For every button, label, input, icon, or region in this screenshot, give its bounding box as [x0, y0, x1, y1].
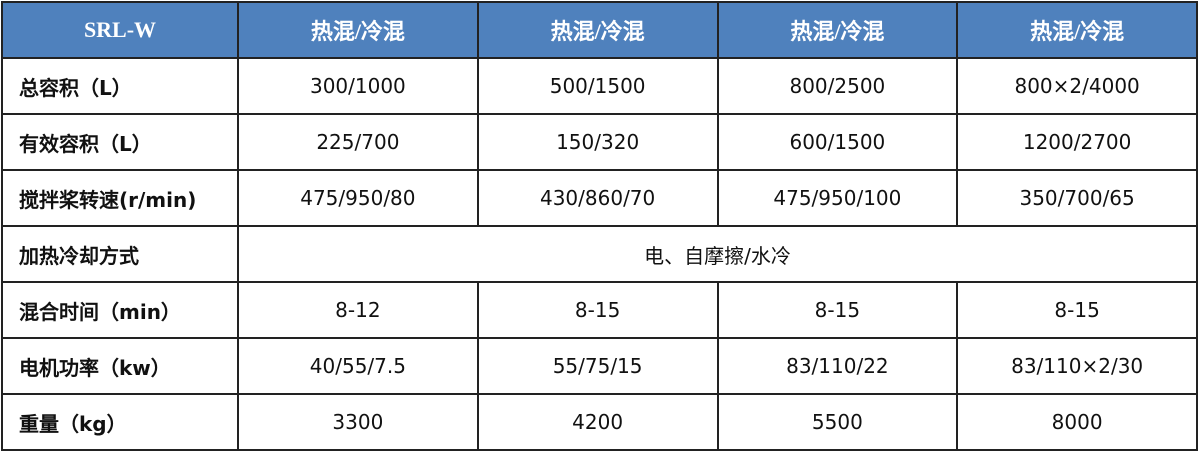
table-row: 总容积（L） 300/1000 500/1500 800/2500 800×2/4000	[1, 57, 1198, 115]
row-label: 电机功率（kw）	[1, 337, 239, 395]
table-cell: 300/1000	[237, 57, 479, 115]
table-cell: 500/1500	[476, 57, 719, 115]
table-cell: 350/700/65	[956, 169, 1198, 227]
table-cell: 83/110×2/30	[956, 337, 1198, 395]
table-row: 混合时间（min） 8-12 8-15 8-15 8-15	[1, 281, 1198, 339]
table-cell: 475/950/80	[237, 169, 479, 227]
table-cell: 800/2500	[716, 57, 959, 115]
table-cell: 8000	[956, 393, 1198, 451]
table-cell: 8-15	[476, 281, 719, 339]
header-cell: 热混/冷混	[956, 1, 1198, 59]
table-row: 重量（kg） 3300 4200 5500 8000	[1, 393, 1198, 451]
header-cell: 热混/冷混	[476, 1, 719, 59]
table-cell: 8-12	[237, 281, 479, 339]
row-label: 加热冷却方式	[1, 225, 239, 283]
table-cell: 430/860/70	[476, 169, 719, 227]
merged-cell: 电、自摩擦/水冷	[237, 225, 1198, 283]
spec-table: SRL-W 热混/冷混 热混/冷混 热混/冷混 热混/冷混 总容积（L） 300/1000…	[1, 1, 1198, 451]
header-cell: 热混/冷混	[716, 1, 959, 59]
row-label: 搅拌桨转速(r/min)	[1, 169, 239, 227]
table-cell: 225/700	[237, 113, 479, 171]
table-row: 有效容积（L） 225/700 150/320 600/1500 1200/2700	[1, 113, 1198, 171]
table-cell: 8-15	[716, 281, 959, 339]
row-label: 重量（kg）	[1, 393, 239, 451]
table-cell: 55/75/15	[476, 337, 719, 395]
table-row: 加热冷却方式 电、自摩擦/水冷	[1, 225, 1198, 283]
row-label: 总容积（L）	[1, 57, 239, 115]
header-cell: 热混/冷混	[237, 1, 479, 59]
table-cell: 8-15	[956, 281, 1198, 339]
table-cell: 3300	[237, 393, 479, 451]
header-cell: SRL-W	[1, 1, 239, 59]
table-row: 电机功率（kw） 40/55/7.5 55/75/15 83/110/22 83/110…	[1, 337, 1198, 395]
table-cell: 800×2/4000	[956, 57, 1198, 115]
table-row: 搅拌桨转速(r/min) 475/950/80 430/860/70 475/950/…	[1, 169, 1198, 227]
table-cell: 4200	[476, 393, 719, 451]
table-cell: 40/55/7.5	[237, 337, 479, 395]
row-label: 混合时间（min）	[1, 281, 239, 339]
table-cell: 83/110/22	[716, 337, 959, 395]
row-label: 有效容积（L）	[1, 113, 239, 171]
table-cell: 475/950/100	[716, 169, 959, 227]
table-cell: 1200/2700	[956, 113, 1198, 171]
header-row: SRL-W 热混/冷混 热混/冷混 热混/冷混 热混/冷混	[1, 1, 1198, 59]
table-cell: 600/1500	[716, 113, 959, 171]
table-cell: 5500	[716, 393, 959, 451]
table-cell: 150/320	[476, 113, 719, 171]
